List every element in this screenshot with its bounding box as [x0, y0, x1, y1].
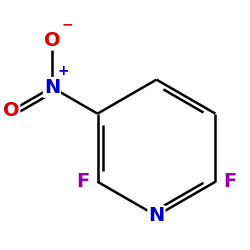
Text: F: F [76, 172, 90, 191]
Text: F: F [223, 172, 236, 191]
Text: N: N [44, 78, 60, 97]
Text: N: N [148, 206, 164, 225]
Text: O: O [3, 102, 19, 120]
Text: +: + [57, 64, 69, 78]
Text: O: O [44, 31, 60, 50]
Text: −: − [62, 18, 73, 32]
